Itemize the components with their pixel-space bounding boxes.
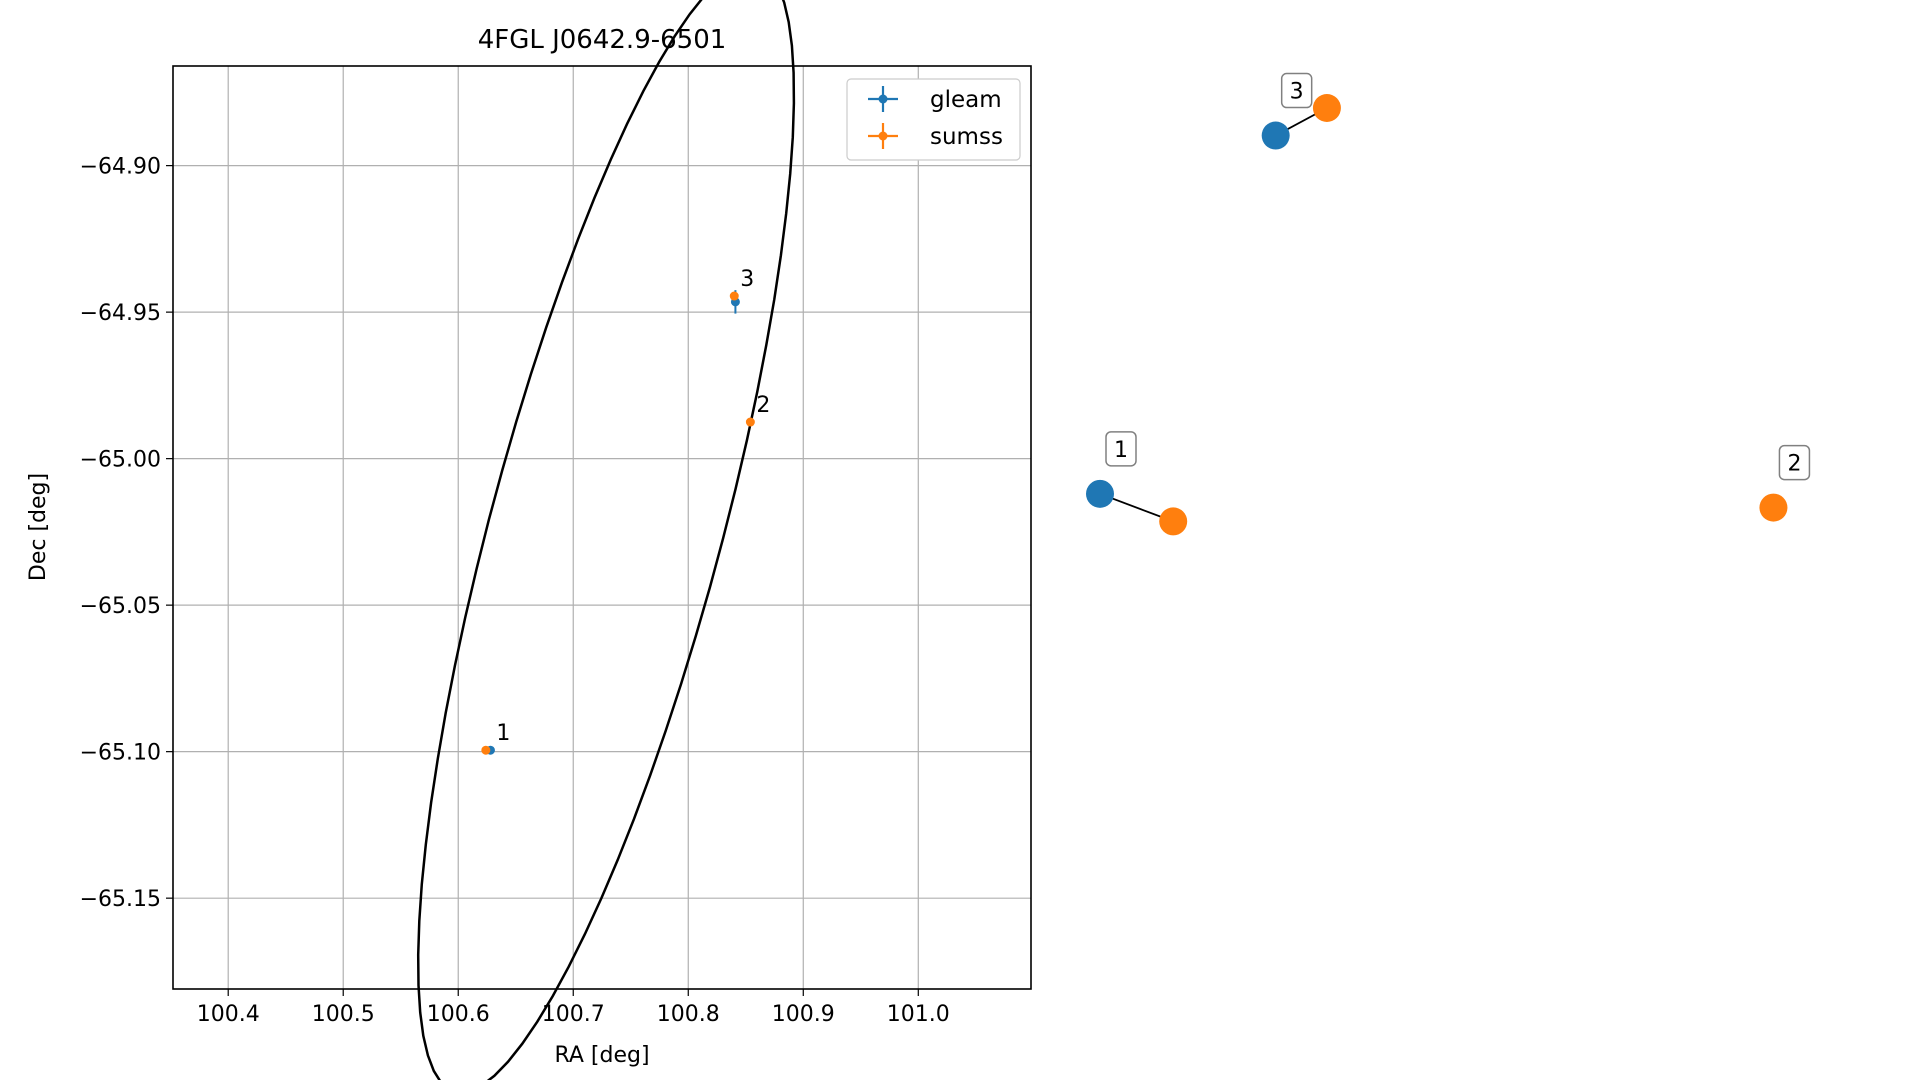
y-axis-ticks: −64.90 −64.95 −65.00 −65.05 −65.10 −65.15 — [80, 155, 173, 912]
sumss-point — [481, 745, 491, 755]
y-tick-label: −65.05 — [80, 594, 161, 619]
plot-area-frame — [172, 65, 1032, 990]
x-tick-label: 101.0 — [887, 1002, 950, 1027]
network-node — [1759, 493, 1788, 522]
y-tick-label: −64.90 — [80, 155, 161, 180]
legend-marker-dot — [878, 131, 888, 141]
point-label: 2 — [756, 393, 770, 418]
legend-label: gleam — [930, 87, 1002, 113]
network-node — [1312, 94, 1341, 122]
network-node-label: 3 — [1290, 80, 1304, 105]
network-node — [1159, 507, 1188, 536]
chart-title: 4FGL J0642.9-6501 — [478, 25, 727, 55]
x-tick-label: 100.6 — [427, 1002, 490, 1027]
data-points: 1 2 3 — [481, 267, 770, 755]
network-label-box — [1778, 444, 1811, 481]
point-label: 1 — [496, 721, 510, 746]
network-node — [1086, 479, 1114, 508]
x-tick-label: 100.9 — [772, 1002, 835, 1027]
grid — [173, 66, 1031, 989]
x-tick-label: 100.7 — [542, 1002, 605, 1027]
x-tick-label: 100.8 — [657, 1002, 720, 1027]
network-node-label: 2 — [1787, 452, 1801, 477]
point-label: 3 — [740, 267, 754, 292]
y-tick-label: −65.10 — [80, 741, 161, 766]
network-node — [1261, 121, 1290, 150]
y-axis-label: Dec [deg] — [26, 473, 51, 581]
network-label-box — [1105, 431, 1137, 467]
legend-label: sumss — [930, 124, 1003, 150]
y-tick-label: −65.15 — [80, 887, 161, 912]
x-axis-ticks: 100.4 100.5 100.6 100.7 100.8 100.9 101.0 — [197, 989, 950, 1027]
y-tick-label: −64.95 — [80, 301, 161, 326]
sumss-point — [729, 291, 739, 301]
localization-ellipse — [416, 0, 796, 1080]
network-node-label: 1 — [1114, 438, 1128, 463]
sumss-point — [745, 417, 755, 427]
y-tick-label: −65.00 — [80, 448, 161, 473]
x-axis-label: RA [deg] — [554, 1043, 649, 1068]
network-label-box — [1280, 72, 1313, 109]
x-tick-label: 100.5 — [312, 1002, 375, 1027]
match-network: 1 2 3 — [1086, 72, 1811, 536]
legend: gleam sumss — [846, 78, 1021, 161]
legend-marker-dot — [878, 94, 888, 104]
x-tick-label: 100.4 — [197, 1002, 260, 1027]
